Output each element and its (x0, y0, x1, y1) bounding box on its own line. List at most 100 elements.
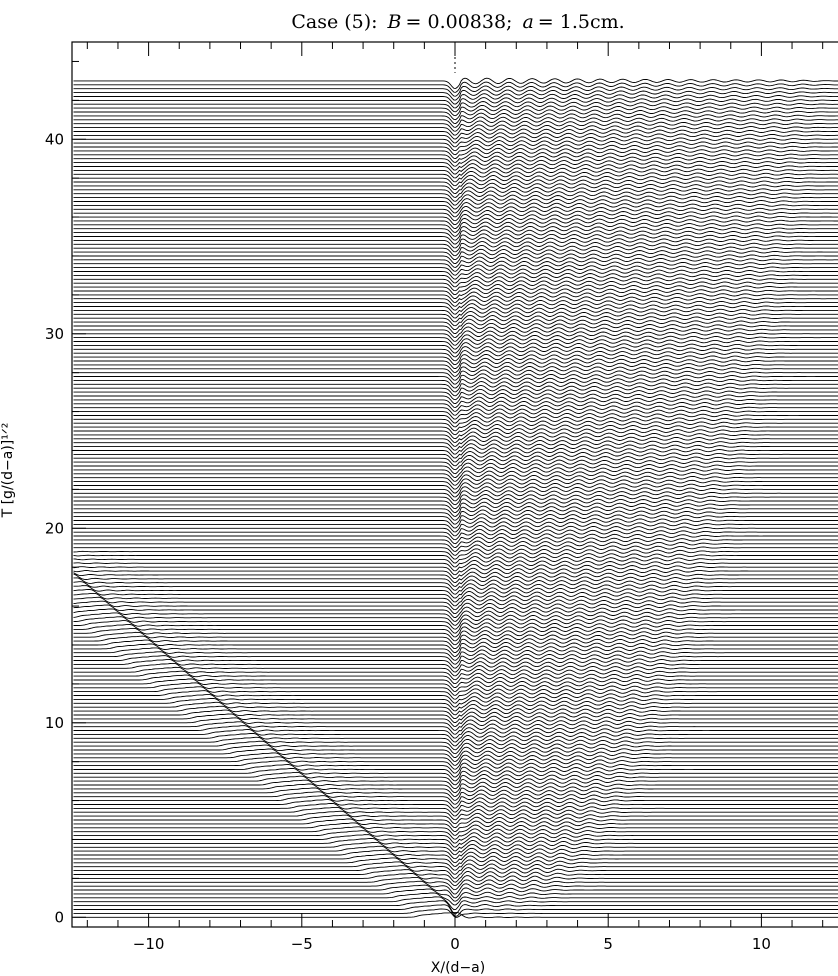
time-trace (73, 225, 838, 237)
time-trace (73, 717, 838, 731)
time-trace (73, 135, 838, 148)
time-trace (73, 643, 838, 657)
x-tick-label: −5 (291, 935, 313, 953)
time-trace (73, 655, 838, 669)
time-trace (73, 627, 838, 642)
time-trace (73, 202, 838, 214)
y-tick-label: 40 (45, 130, 64, 148)
y-tick-label: 30 (45, 325, 64, 343)
time-trace (73, 252, 838, 264)
chart-title: Case (5): B = 0.00838; a = 1.5cm. (291, 11, 624, 33)
time-trace (73, 556, 838, 568)
time-trace (73, 592, 838, 607)
time-trace (73, 346, 838, 358)
time-trace (73, 690, 838, 704)
time-trace (73, 283, 838, 296)
time-trace (73, 585, 838, 599)
time-trace (73, 581, 838, 595)
time-trace (73, 322, 838, 334)
y-axis-label: T [g/(d−a)]¹ᐟ² (0, 423, 16, 519)
time-trace (73, 701, 838, 716)
time-trace (73, 482, 838, 494)
time-trace (73, 779, 838, 794)
time-trace (73, 771, 838, 786)
time-trace (73, 307, 838, 319)
time-trace (73, 635, 838, 650)
time-trace (73, 826, 838, 840)
time-trace (73, 384, 838, 397)
time-trace (73, 404, 838, 416)
time-trace (73, 517, 838, 529)
time-trace (73, 186, 838, 198)
time-trace (73, 443, 838, 455)
time-trace (73, 509, 838, 521)
time-trace (73, 896, 838, 911)
time-trace (73, 248, 838, 261)
time-trace (73, 563, 838, 576)
time-trace (73, 412, 838, 424)
time-trace (73, 600, 838, 615)
time-trace (73, 454, 838, 467)
time-trace (73, 217, 838, 229)
time-trace (73, 783, 838, 797)
time-trace (73, 470, 838, 482)
x-tick-label: 0 (450, 935, 460, 953)
time-trace (73, 170, 838, 183)
time-trace (73, 528, 838, 541)
time-trace (73, 659, 838, 673)
time-trace (73, 666, 838, 681)
time-trace (73, 303, 838, 315)
time-trace (73, 260, 838, 272)
time-trace (73, 493, 838, 506)
time-trace (73, 764, 838, 778)
time-trace (73, 435, 838, 447)
time-trace (73, 525, 838, 537)
time-trace (73, 431, 838, 443)
time-trace (73, 604, 838, 618)
time-trace (73, 97, 838, 109)
time-trace (73, 439, 838, 451)
time-trace (73, 513, 838, 525)
time-trace (73, 853, 838, 867)
x-axis-label: X/(d−a) (431, 960, 485, 976)
time-trace (73, 182, 838, 194)
time-trace (73, 876, 838, 891)
time-trace (73, 904, 838, 917)
time-trace (73, 299, 838, 311)
time-trace (73, 822, 838, 836)
time-trace (73, 865, 838, 879)
time-trace (73, 686, 838, 700)
time-trace (73, 132, 838, 144)
time-trace (73, 647, 838, 661)
time-trace (73, 77, 838, 89)
time-trace (73, 330, 838, 342)
time-trace (73, 167, 838, 179)
time-trace (73, 806, 838, 821)
time-trace (73, 900, 838, 915)
time-trace (73, 155, 838, 167)
time-trace (73, 361, 838, 373)
time-trace (73, 732, 838, 747)
time-trace (73, 276, 838, 288)
time-trace (73, 795, 838, 809)
time-trace (73, 552, 838, 564)
y-axis: 0 10 20 30 40 (45, 60, 86, 926)
time-trace (73, 264, 838, 276)
time-trace (73, 163, 838, 175)
time-trace (73, 206, 838, 218)
time-trace (73, 857, 838, 871)
time-trace (73, 559, 838, 572)
time-trace (73, 674, 838, 688)
time-trace (73, 338, 838, 350)
time-trace (73, 478, 838, 490)
time-trace (73, 639, 838, 653)
time-trace (73, 540, 838, 552)
time-trace (73, 861, 838, 875)
time-trace (73, 775, 838, 790)
time-trace (73, 548, 838, 560)
time-trace (73, 124, 838, 136)
time-trace (73, 365, 838, 377)
time-trace (73, 279, 838, 292)
time-trace (73, 85, 838, 97)
time-trace (73, 748, 838, 762)
